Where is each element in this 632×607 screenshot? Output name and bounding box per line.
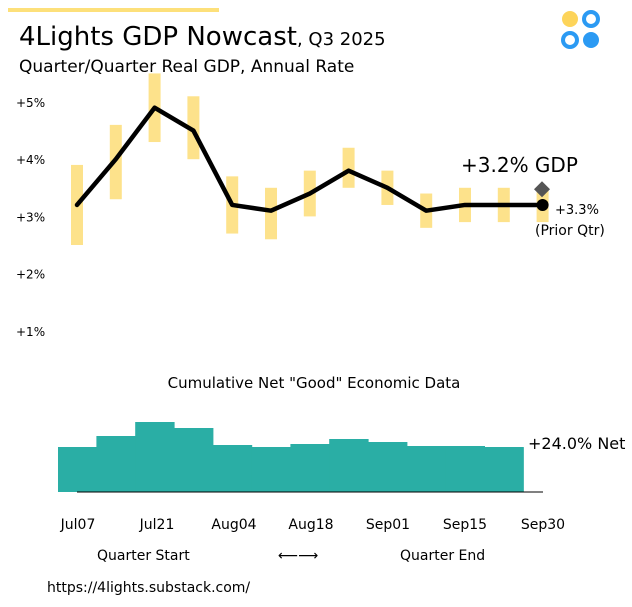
y-tick-label: +4% [16,153,45,167]
uncertainty-band [342,147,355,188]
net-area-step [329,439,369,492]
net-end-label: +24.0% Net [528,434,625,453]
net-area-step [135,422,175,492]
title-quarter: , Q3 2025 [296,29,386,50]
prior-quarter-marker [534,181,550,198]
net-area-step [406,446,447,492]
net-area-step [290,444,330,492]
source-url-link[interactable]: https://4lights.substack.com/ [47,580,251,596]
prior-quarter-value: +3.3% [555,203,599,218]
net-area-step [368,442,408,492]
nowcast-line [74,105,545,213]
y-tick-label: +2% [16,268,45,282]
title-main: 4Lights GDP Nowcast [19,22,297,52]
x-tick-label: Aug18 [288,517,333,533]
x-tick-label: Jul07 [60,517,96,533]
x-tick-label: Sep01 [366,517,410,533]
latest-gdp-label: +3.2% GDP [461,153,578,177]
x-tick-label: Jul21 [139,517,175,533]
logo-circle-yellow [562,11,578,27]
four-circles-logo-icon [561,10,600,49]
x-tick-label: Aug04 [211,517,256,533]
logo-circle-blue [583,32,599,48]
page-title: 4Lights GDP Nowcast, Q3 2025 [19,22,386,55]
double-arrow-icon: ⟵⟶ [278,548,319,564]
uncertainty-band [265,187,277,240]
net-area-step [96,436,136,492]
net-area-step [484,447,524,492]
prior-quarter-caption: (Prior Qtr) [535,223,605,239]
net-data-title: Cumulative Net "Good" Economic Data [168,374,461,392]
net-area-step [445,446,485,492]
y-tick-label: +1% [16,325,45,339]
uncertainty-band [187,96,200,160]
header-accent-bar [8,8,219,12]
y-tick-label: +5% [16,96,45,110]
logo-ring-top [582,10,600,28]
y-tick-label: +3% [16,210,45,224]
x-tick-label: Sep15 [443,517,487,533]
net-area-step [174,428,214,492]
latest-point [536,198,549,211]
net-area-step [251,447,291,492]
quarter-end-label: Quarter End [400,548,486,564]
x-tick-label: Sep30 [521,517,565,533]
net-area-step [58,447,97,492]
quarter-start-label: Quarter Start [97,548,190,564]
logo-ring-bottom [561,31,579,49]
chart-subtitle: Quarter/Quarter Real GDP, Annual Rate [19,57,355,77]
net-area-step [212,445,253,492]
